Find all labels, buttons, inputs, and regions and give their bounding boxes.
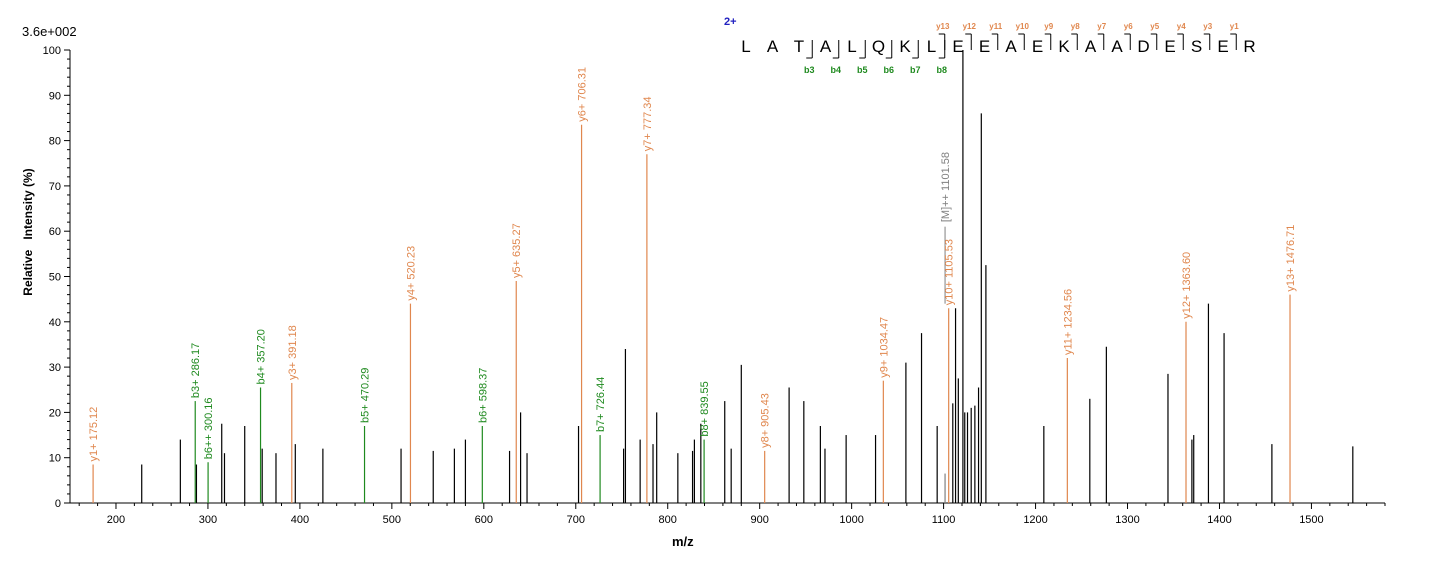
b-ion-label: b8	[936, 65, 947, 75]
peak-label: y1+ 175.12	[88, 407, 100, 462]
y-ion-label: y6	[1124, 22, 1133, 31]
x-tick-label: 1200	[1023, 514, 1047, 526]
x-tick-label: 500	[383, 514, 401, 526]
sequence-residue: A	[1111, 37, 1123, 56]
x-tick-label: 1000	[839, 514, 863, 526]
y-tick-label: 10	[49, 453, 61, 465]
y-tick-label: 0	[55, 498, 61, 510]
sequence-residue: E	[952, 37, 963, 56]
y-tick-label: 30	[49, 362, 61, 374]
peak-label: y11+ 1234.56	[1062, 289, 1074, 355]
y-ion-label: y8	[1071, 22, 1080, 31]
sequence-residue: E	[1164, 37, 1175, 56]
sequence-residue: E	[979, 37, 990, 56]
peak-label: y7+ 777.34	[642, 96, 654, 151]
charge-state-label: 2+	[724, 16, 737, 28]
x-tick-label: 600	[475, 514, 493, 526]
y-tick-label: 20	[49, 407, 61, 419]
x-tick-label: 1500	[1299, 514, 1323, 526]
peak-label: y13+ 1476.71	[1285, 225, 1297, 292]
x-tick-label: 400	[291, 514, 309, 526]
y-ion-label: y1	[1230, 22, 1239, 31]
x-tick-label: 1400	[1207, 514, 1231, 526]
peak-label: y10+ 1105.53	[944, 239, 956, 305]
peak-label: y3+ 391.18	[287, 325, 299, 380]
peak-label: b8+ 839.55	[699, 381, 711, 436]
peak-label: y8+ 905.43	[760, 393, 772, 448]
y-ion-label: y7	[1097, 22, 1106, 31]
x-tick-label: 1100	[932, 514, 956, 526]
sequence-residue: Q	[872, 37, 885, 56]
peak-label: y9+ 1034.47	[878, 317, 890, 378]
peak-label: b3+ 286.17	[190, 343, 202, 398]
peak-label: b5+ 470.29	[360, 368, 372, 423]
x-tick-label: 1300	[1115, 514, 1139, 526]
y-ion-label: y10	[1016, 22, 1030, 31]
y-tick-label: 70	[49, 181, 61, 193]
peak-label: b4+ 357.20	[256, 329, 268, 384]
sequence-residue: R	[1243, 37, 1255, 56]
sequence-residue: K	[899, 37, 911, 56]
y-ion-label: y12	[963, 22, 977, 31]
b-ion-label: b5	[857, 65, 868, 75]
sequence-residue: D	[1137, 37, 1149, 56]
sequence-residue: L	[741, 37, 750, 56]
peak-label: y4+ 520.23	[405, 246, 417, 301]
peak-label: b6++ 300.16	[203, 397, 215, 459]
sequence-residue: A	[820, 37, 832, 56]
b-ion-label: b4	[830, 65, 841, 75]
sequence-residue: L	[847, 37, 856, 56]
sequence-residue: L	[927, 37, 936, 56]
x-axis-label: m/z	[672, 534, 694, 549]
peak-label: [M]++ 1101.58	[940, 152, 952, 222]
peak-label: y12+ 1363.60	[1181, 252, 1193, 319]
sequence-residue: K	[1058, 37, 1070, 56]
y-ion-label: y9	[1044, 22, 1053, 31]
b-ion-label: b7	[910, 65, 921, 75]
b-ion-label: b3	[804, 65, 815, 75]
x-tick-label: 900	[751, 514, 769, 526]
y-tick-label: 80	[49, 136, 61, 148]
peak-label: y6+ 706.31	[577, 67, 589, 122]
sequence-residue: A	[1085, 37, 1097, 56]
y-ion-label: y5	[1150, 22, 1159, 31]
x-tick-label: 700	[567, 514, 585, 526]
y-tick-label: 40	[49, 317, 61, 329]
y-ion-label: y3	[1203, 22, 1212, 31]
sequence-residue: E	[1032, 37, 1043, 56]
y-axis-label: Relative Intensity (%)	[21, 168, 35, 296]
y-tick-label: 50	[49, 272, 61, 284]
y-tick-label: 60	[49, 226, 61, 238]
x-tick-label: 800	[659, 514, 677, 526]
sequence-residue: E	[1217, 37, 1228, 56]
b-ion-label: b6	[883, 65, 894, 75]
y-ion-label: y13	[936, 22, 950, 31]
x-tick-label: 200	[107, 514, 125, 526]
y-tick-label: 90	[49, 90, 61, 102]
sequence-residue: T	[794, 37, 804, 56]
y-ion-label: y4	[1177, 22, 1186, 31]
x-tick-label: 300	[199, 514, 217, 526]
peak-label: b7+ 726.44	[595, 377, 607, 432]
peak-label: b6+ 598.37	[477, 368, 489, 423]
sequence-residue: A	[1005, 37, 1017, 56]
intensity-max-label: 3.6e+002	[22, 24, 77, 39]
y-ion-label: y11	[989, 22, 1002, 31]
peak-label: y5+ 635.27	[511, 223, 523, 278]
y-tick-label: 100	[43, 45, 61, 57]
sequence-residue: A	[767, 37, 779, 56]
sequence-residue: S	[1191, 37, 1202, 56]
